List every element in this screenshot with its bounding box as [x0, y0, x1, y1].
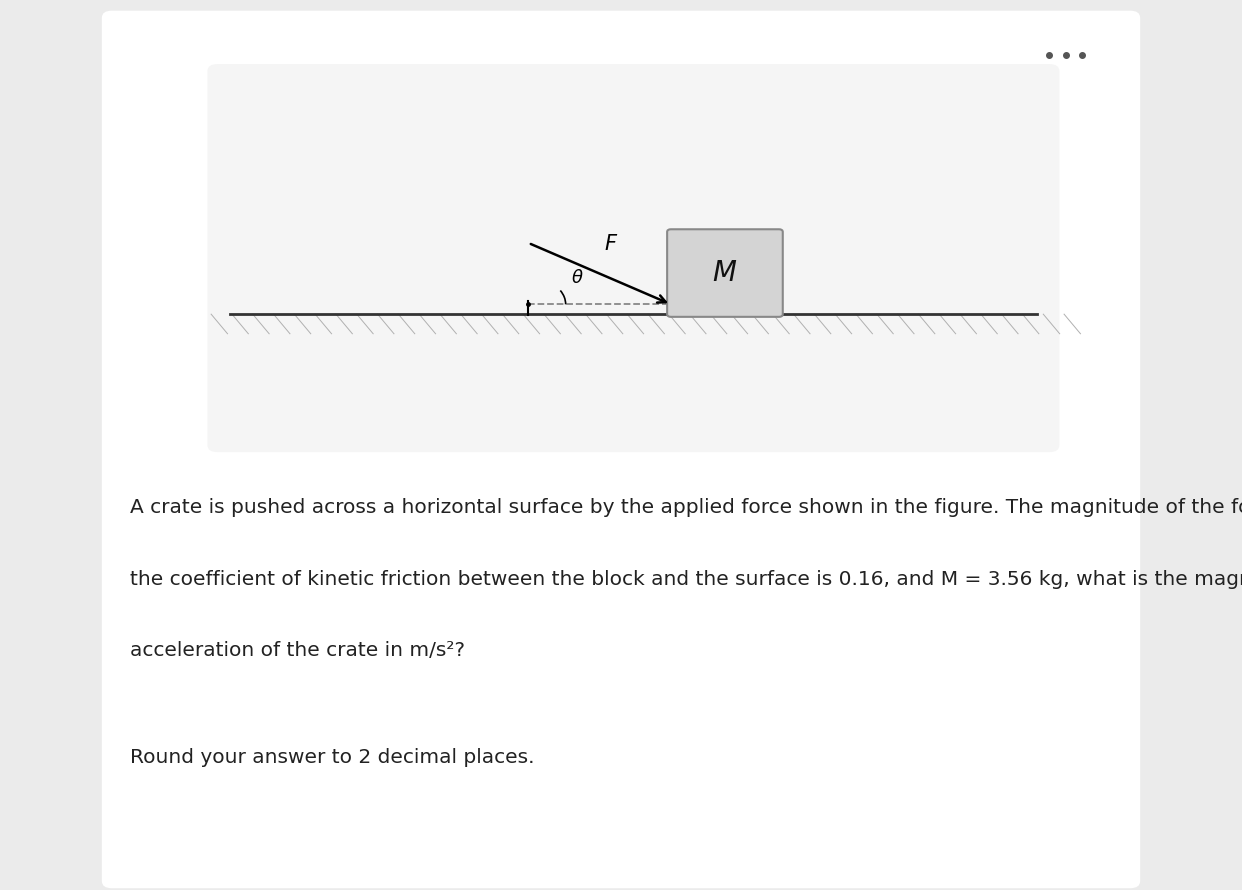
Text: Round your answer to 2 decimal places.: Round your answer to 2 decimal places.: [130, 748, 535, 766]
Text: $\mathit{M}$: $\mathit{M}$: [713, 259, 738, 287]
Text: $\mathit{\theta}$: $\mathit{\theta}$: [570, 269, 584, 287]
FancyBboxPatch shape: [102, 11, 1140, 888]
Text: $\mathit{F}$: $\mathit{F}$: [604, 234, 619, 255]
Text: acceleration of the crate in m/s²?: acceleration of the crate in m/s²?: [130, 641, 466, 659]
Text: the coefficient of kinetic friction between the block and the surface is 0.16, a: the coefficient of kinetic friction betw…: [130, 570, 1242, 588]
FancyBboxPatch shape: [667, 230, 782, 317]
Text: A crate is pushed across a horizontal surface by the applied force shown in the : A crate is pushed across a horizontal su…: [130, 498, 1242, 517]
FancyBboxPatch shape: [207, 64, 1059, 452]
